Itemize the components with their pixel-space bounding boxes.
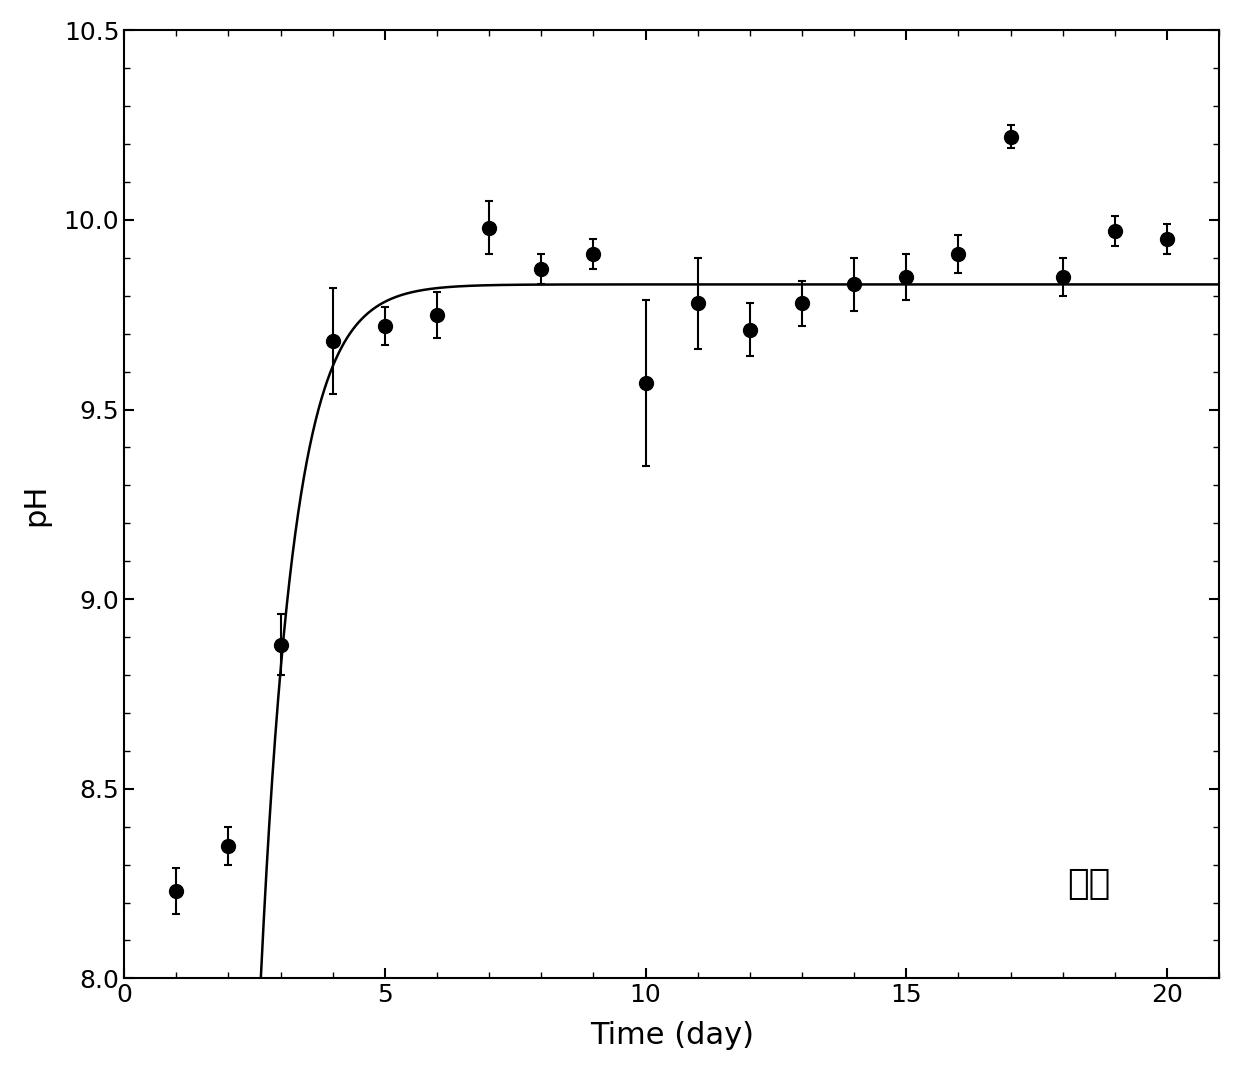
Y-axis label: pH: pH [21, 483, 50, 526]
Text: 海水: 海水 [1068, 866, 1111, 901]
X-axis label: Time (day): Time (day) [590, 1021, 754, 1051]
